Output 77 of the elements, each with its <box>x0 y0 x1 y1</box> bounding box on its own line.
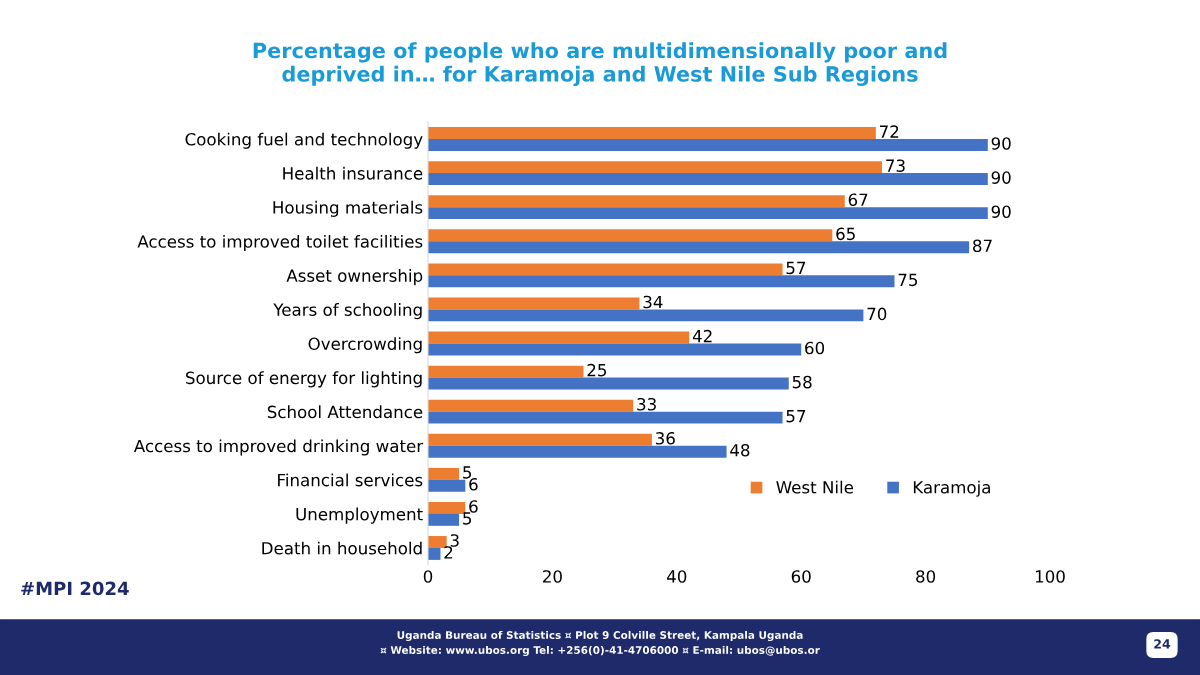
data-label: 90 <box>991 137 1011 150</box>
data-label: 67 <box>848 193 868 207</box>
data-label: 5 <box>463 466 472 479</box>
bar <box>428 127 876 140</box>
bar <box>428 173 988 186</box>
data-label: 65 <box>836 227 855 241</box>
y-tick-label: Death in household <box>262 541 422 555</box>
data-label: 36 <box>655 432 675 445</box>
bar <box>428 195 845 208</box>
bar <box>428 536 447 548</box>
bar <box>428 411 783 424</box>
bar <box>428 331 690 344</box>
y-tick-label: Unemployment <box>296 507 423 524</box>
data-label: 72 <box>879 125 899 138</box>
data-label: 70 <box>867 307 887 321</box>
y-tick-label: Years of schooling <box>273 303 422 320</box>
data-label: 73 <box>886 159 905 172</box>
bar <box>428 467 460 480</box>
text: #MPI 2024 <box>21 581 129 596</box>
data-label: 57 <box>786 410 806 423</box>
y-tick-label: Access to improved drinking water <box>133 439 424 456</box>
x-tick-label: 100 <box>1035 570 1065 583</box>
legend-label: Karamoja <box>913 480 990 497</box>
x-tick-label: 80 <box>916 570 936 583</box>
bar <box>428 241 970 254</box>
bar <box>428 297 640 310</box>
y-tick-label: Overcrowding <box>308 337 422 354</box>
x-tick-label: 40 <box>667 570 687 583</box>
bar <box>428 399 634 412</box>
data-label: 6 <box>469 478 478 491</box>
data-label: 60 <box>805 341 825 355</box>
x-tick-label: 60 <box>791 570 811 583</box>
data-label: 34 <box>643 295 663 309</box>
bar <box>428 365 584 378</box>
text: Uganda Bureau of Statistics ¤ Plot 9 Colville Street, Kampala Uganda <box>397 630 803 642</box>
data-label: 58 <box>792 375 812 389</box>
bar <box>428 207 988 220</box>
y-tick-label: Access to improved toilet facilities <box>137 234 423 252</box>
data-label: 3 <box>450 534 459 547</box>
data-label: 25 <box>587 363 607 377</box>
data-label: 90 <box>991 205 1011 218</box>
data-label: 90 <box>991 171 1011 184</box>
y-tick-label: Cooking fuel and technology <box>185 132 423 149</box>
legend-label: West Nile <box>776 480 854 494</box>
bar <box>428 229 833 242</box>
bar <box>428 139 988 151</box>
bar <box>428 275 895 288</box>
data-label: 57 <box>786 261 806 275</box>
data-label: 42 <box>692 329 712 343</box>
text: 24 <box>1154 639 1171 649</box>
bar <box>428 309 864 322</box>
data-label: 87 <box>973 239 992 253</box>
bar <box>428 513 460 526</box>
y-tick-label: Asset ownership <box>286 269 423 286</box>
y-tick-label: Health insurance <box>283 166 423 180</box>
y-tick-label: Source of energy for lighting <box>186 371 422 388</box>
data-label: 6 <box>469 500 478 513</box>
bar <box>428 263 783 276</box>
y-tick-label: Housing materials <box>273 200 423 217</box>
data-label: 33 <box>637 397 656 411</box>
bar <box>428 501 466 514</box>
bar <box>428 161 883 174</box>
y-tick-label: School Attendance <box>267 405 423 419</box>
y-tick-label: Financial services <box>278 473 423 487</box>
bar <box>428 479 466 492</box>
x-tick-label: 20 <box>543 570 562 583</box>
bar <box>428 433 652 446</box>
text: ¤ Website: www.ubos.org Tel: +256(0)-41-4706000 ¤ E-mail: ubos@ubos.or <box>380 645 820 657</box>
bar <box>428 445 727 458</box>
chart-title: Percentage of people who are multidimensionally poor and deprived in… for Karamoja and West Nile Sub Regions <box>253 42 947 87</box>
data-label: 2 <box>444 546 453 559</box>
data-label: 48 <box>730 443 750 457</box>
bar <box>428 343 802 356</box>
bar <box>428 377 789 390</box>
x-tick-label: 0 <box>423 570 433 583</box>
data-label: 75 <box>898 273 918 287</box>
data-label: 5 <box>463 512 472 525</box>
